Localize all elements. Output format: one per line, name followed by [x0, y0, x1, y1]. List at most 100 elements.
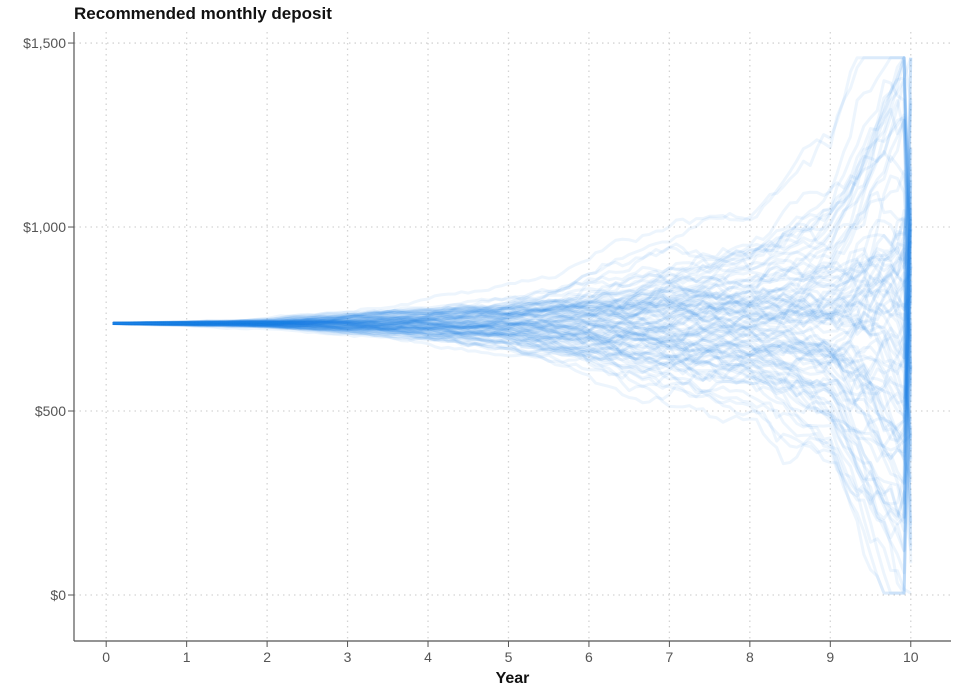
- simulation-path: [112, 256, 912, 327]
- simulation-path: [112, 79, 913, 483]
- simulation-path: [112, 292, 913, 595]
- simulation-path: [112, 57, 913, 484]
- simulation-path: [112, 56, 913, 326]
- simulation-path: [112, 241, 913, 349]
- x-tick-label: 4: [424, 649, 432, 665]
- simulation-path: [112, 308, 913, 413]
- simulation-path: [112, 207, 913, 595]
- simulation-path: [112, 190, 913, 462]
- x-tick-label: 2: [263, 649, 271, 665]
- simulation-path: [112, 56, 913, 374]
- simulation-path: [112, 179, 913, 381]
- simulation-path: [112, 269, 913, 336]
- simulation-path: [112, 166, 913, 575]
- simulation-path: [112, 216, 913, 369]
- simulation-path: [112, 219, 913, 519]
- x-axis-title: Year: [496, 670, 530, 687]
- simulation-path: [112, 318, 913, 405]
- simulation-path: [112, 203, 913, 411]
- simulation-path: [112, 155, 913, 397]
- simulation-path: [112, 79, 913, 326]
- simulation-path: [112, 149, 913, 524]
- x-tick-label: 1: [183, 649, 191, 665]
- simulation-path: [112, 318, 912, 443]
- simulation-path: [112, 320, 913, 486]
- simulation-path: [112, 195, 913, 506]
- simulation-path: [112, 278, 913, 341]
- simulation-path: [112, 77, 913, 326]
- simulation-path: [112, 312, 913, 479]
- simulation-path: [112, 242, 913, 522]
- simulation-path: [112, 180, 913, 519]
- simulation-path: [112, 312, 913, 445]
- simulation-path: [112, 287, 913, 332]
- simulation-path: [112, 314, 912, 595]
- simulation-path: [112, 289, 913, 459]
- simulation-path: [112, 239, 913, 331]
- y-tick-label: $0: [50, 587, 66, 603]
- simulation-path: [112, 281, 913, 438]
- simulation-path: [112, 229, 913, 326]
- simulation-path: [112, 313, 913, 526]
- simulation-path: [112, 321, 913, 595]
- simulation-path: [112, 241, 913, 402]
- simulation-path: [112, 119, 913, 384]
- y-tick-label: $1,500: [23, 35, 66, 51]
- simulation-path: [112, 271, 913, 340]
- simulation-path: [112, 107, 913, 354]
- simulation-path: [112, 285, 913, 431]
- simulation-path: [112, 56, 913, 326]
- simulation-path: [112, 312, 913, 460]
- y-tick-label: $1,000: [23, 219, 66, 235]
- simulation-path: [112, 281, 913, 399]
- simulation-path: [112, 314, 913, 552]
- x-tick-label: 8: [746, 649, 754, 665]
- grid-layer: [74, 32, 951, 641]
- simulation-path: [112, 319, 913, 452]
- simulation-path: [112, 223, 913, 533]
- simulation-path: [112, 242, 913, 349]
- x-tick-label: 6: [585, 649, 593, 665]
- simulation-path: [112, 228, 913, 356]
- simulation-path: [112, 222, 913, 346]
- simulation-path: [112, 319, 913, 422]
- simulation-path: [112, 283, 913, 450]
- simulation-path: [112, 218, 913, 326]
- simulation-path: [112, 98, 913, 444]
- simulation-path: [112, 116, 913, 328]
- simulation-path: [112, 267, 913, 347]
- simulation-path: [112, 322, 913, 595]
- simulation-path: [112, 99, 913, 327]
- simulation-path: [112, 103, 913, 360]
- simulation-path: [112, 56, 913, 437]
- simulation-path: [112, 280, 913, 376]
- simulation-path: [112, 57, 913, 400]
- x-tick-label: 5: [505, 649, 513, 665]
- simulation-path: [112, 216, 913, 326]
- simulation-path: [112, 228, 913, 521]
- simulation-path: [112, 192, 913, 326]
- simulation-path: [112, 57, 913, 371]
- simulation-path: [112, 321, 913, 553]
- axis-layer: 0 1 2 3 4 5 6 7 8 9 10 $0 $500 $1,000 $1,500 Year: [23, 32, 951, 687]
- simulation-path: [112, 118, 913, 331]
- simulation-path: [112, 247, 913, 540]
- simulation-path: [112, 209, 913, 332]
- simulation-path: [112, 57, 913, 325]
- simulation-path: [112, 291, 913, 326]
- simulation-path: [112, 172, 913, 327]
- simulation-path: [112, 312, 913, 551]
- simulation-path: [112, 146, 913, 365]
- simulation-path: [112, 301, 913, 372]
- simulation-path: [112, 309, 913, 439]
- simulation-path: [112, 255, 913, 547]
- simulation-path: [112, 230, 913, 564]
- simulation-path: [112, 251, 913, 346]
- simulation-path: [112, 288, 913, 526]
- simulation-path: [112, 320, 913, 502]
- simulation-path: [112, 320, 913, 461]
- simulation-path: [112, 266, 913, 443]
- chart-title: Recommended monthly deposit: [74, 4, 332, 23]
